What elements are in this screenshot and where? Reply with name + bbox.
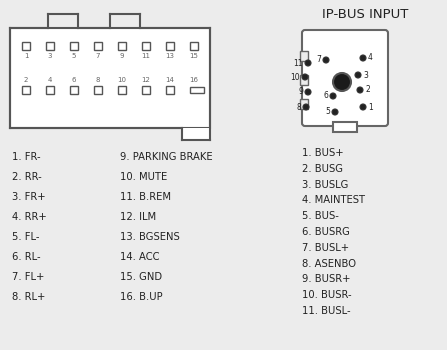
Text: 16. B.UP: 16. B.UP — [120, 292, 163, 302]
Bar — [10, 28, 210, 128]
Circle shape — [360, 104, 366, 110]
Text: 9. BUSR+: 9. BUSR+ — [302, 274, 350, 285]
Text: 4. MAINTEST: 4. MAINTEST — [302, 195, 365, 205]
Text: 8. RL+: 8. RL+ — [12, 292, 46, 302]
Bar — [190, 42, 198, 50]
Text: 15. GND: 15. GND — [120, 272, 162, 282]
Circle shape — [360, 55, 366, 61]
Bar — [94, 42, 102, 50]
Text: 14: 14 — [165, 77, 174, 83]
Circle shape — [305, 60, 311, 66]
Text: 9: 9 — [120, 53, 124, 59]
Text: 5. BUS-: 5. BUS- — [302, 211, 339, 221]
Text: 5. FL-: 5. FL- — [12, 232, 39, 242]
Text: 10: 10 — [291, 72, 300, 82]
Text: IP-BUS INPUT: IP-BUS INPUT — [322, 8, 408, 21]
Text: 3. FR+: 3. FR+ — [12, 192, 46, 202]
Text: 2. BUSG: 2. BUSG — [302, 164, 343, 174]
Bar — [300, 51, 308, 61]
Circle shape — [303, 104, 309, 110]
Text: 10. BUSR-: 10. BUSR- — [302, 290, 352, 300]
FancyBboxPatch shape — [302, 30, 388, 126]
Text: 4: 4 — [368, 54, 373, 63]
Text: 12. ILM: 12. ILM — [120, 212, 156, 222]
Bar — [300, 75, 308, 85]
Text: 10: 10 — [118, 77, 127, 83]
Circle shape — [357, 87, 363, 93]
Bar — [22, 86, 30, 94]
Text: 8. ASENBO: 8. ASENBO — [302, 259, 356, 268]
Bar — [70, 86, 78, 94]
Text: 8: 8 — [96, 77, 100, 83]
Bar — [142, 86, 150, 94]
Text: 6. BUSRG: 6. BUSRG — [302, 227, 350, 237]
Text: 11: 11 — [294, 58, 303, 68]
Text: 6: 6 — [72, 77, 76, 83]
Text: 7. BUSL+: 7. BUSL+ — [302, 243, 349, 253]
Text: 15: 15 — [190, 53, 198, 59]
Text: 6: 6 — [323, 91, 328, 100]
Circle shape — [302, 74, 308, 80]
Text: 1: 1 — [368, 103, 373, 112]
Bar — [118, 86, 126, 94]
Bar — [182, 128, 210, 140]
Bar — [46, 86, 54, 94]
Text: 14. ACC: 14. ACC — [120, 252, 160, 262]
Text: 3. BUSLG: 3. BUSLG — [302, 180, 348, 190]
Text: 3: 3 — [363, 70, 368, 79]
Text: 12: 12 — [142, 77, 151, 83]
Bar — [166, 42, 174, 50]
Text: 2: 2 — [365, 85, 370, 94]
Bar — [118, 42, 126, 50]
Bar — [22, 42, 30, 50]
Text: 11: 11 — [142, 53, 151, 59]
Text: 2: 2 — [24, 77, 28, 83]
Circle shape — [332, 109, 338, 115]
Text: 11. B.REM: 11. B.REM — [120, 192, 171, 202]
Bar — [70, 42, 78, 50]
Circle shape — [333, 73, 351, 91]
Bar — [333, 122, 357, 132]
Bar — [142, 42, 150, 50]
Text: 6. RL-: 6. RL- — [12, 252, 41, 262]
Text: 4. RR+: 4. RR+ — [12, 212, 47, 222]
Circle shape — [330, 93, 336, 99]
Text: 5: 5 — [72, 53, 76, 59]
Text: 7: 7 — [96, 53, 100, 59]
Text: 1. FR-: 1. FR- — [12, 152, 41, 162]
Bar — [46, 42, 54, 50]
Circle shape — [355, 72, 361, 78]
Text: 10. MUTE: 10. MUTE — [120, 172, 167, 182]
Text: 9. PARKING BRAKE: 9. PARKING BRAKE — [120, 152, 213, 162]
Text: 8: 8 — [296, 103, 301, 112]
Bar — [300, 99, 308, 109]
Circle shape — [323, 57, 329, 63]
Text: 2. RR-: 2. RR- — [12, 172, 42, 182]
Bar — [166, 86, 174, 94]
Text: 1. BUS+: 1. BUS+ — [302, 148, 344, 158]
Text: 5: 5 — [325, 107, 330, 117]
Text: 7: 7 — [316, 56, 321, 64]
Bar — [94, 86, 102, 94]
Text: 1: 1 — [24, 53, 28, 59]
Bar — [190, 87, 204, 93]
Text: 3: 3 — [48, 53, 52, 59]
Text: 13. BGSENS: 13. BGSENS — [120, 232, 180, 242]
Text: 16: 16 — [190, 77, 198, 83]
Text: 4: 4 — [48, 77, 52, 83]
Text: 7. FL+: 7. FL+ — [12, 272, 44, 282]
Text: 11. BUSL-: 11. BUSL- — [302, 306, 350, 316]
Text: 13: 13 — [165, 53, 174, 59]
Circle shape — [305, 89, 311, 95]
Text: 9: 9 — [298, 88, 303, 97]
